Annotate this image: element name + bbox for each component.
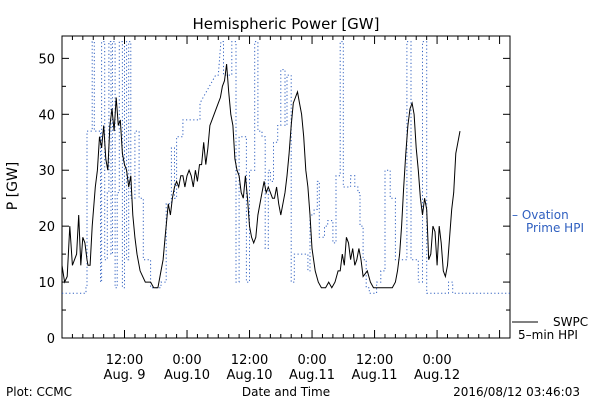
y-tick-label-1: 10 [38,276,55,291]
ovation-prime-series [62,41,510,294]
plot-frame [61,35,511,339]
swpc-series [61,63,461,289]
legend: – Ovation Prime HPI SWPC 5–min HPI [512,208,588,342]
x-tick-time-3: 0:00 [297,353,326,368]
x-tick-time-5: 0:00 [422,353,451,368]
legend-ovation-line2: Prime HPI [526,221,584,235]
legend-swpc-line1: SWPC [553,315,588,329]
x-tick-date-1: Aug.10 [164,368,210,383]
chart-title: Hemispheric Power [GW] [193,15,380,33]
x-tick-time-4: 12:00 [356,353,393,368]
x-tick-time-0: 12:00 [106,353,143,368]
y-tick-label-5: 50 [38,52,55,67]
ovation-prime-line [62,41,510,294]
legend-ovation-line1: – Ovation [512,208,569,222]
x-tick-date-4: Aug.11 [352,368,398,383]
y-tick-label-0: 0 [47,332,55,347]
y-tick-label-4: 40 [38,108,55,123]
y-axis: 0 10 20 30 40 50 [38,52,510,347]
x-tick-date-2: Aug.10 [227,368,273,383]
x-tick-date-0: Aug. 9 [104,368,146,383]
footer-plot-source: Plot: CCMC [6,385,72,399]
y-tick-label-2: 20 [38,220,55,235]
y-axis-label: P [GW] [5,162,21,211]
x-tick-time-1: 0:00 [172,353,201,368]
x-tick-date-5: Aug.12 [414,368,460,383]
x-tick-date-3: Aug.11 [289,368,335,383]
y-tick-label-3: 30 [38,164,55,179]
footer-timestamp: 2016/08/12 03:46:03 [453,385,580,399]
plot-area [61,35,511,339]
swpc-line [61,63,461,289]
legend-swpc-line2: 5–min HPI [518,328,578,342]
x-axis-label: Date and Time [242,385,330,399]
x-tick-time-2: 12:00 [231,353,268,368]
